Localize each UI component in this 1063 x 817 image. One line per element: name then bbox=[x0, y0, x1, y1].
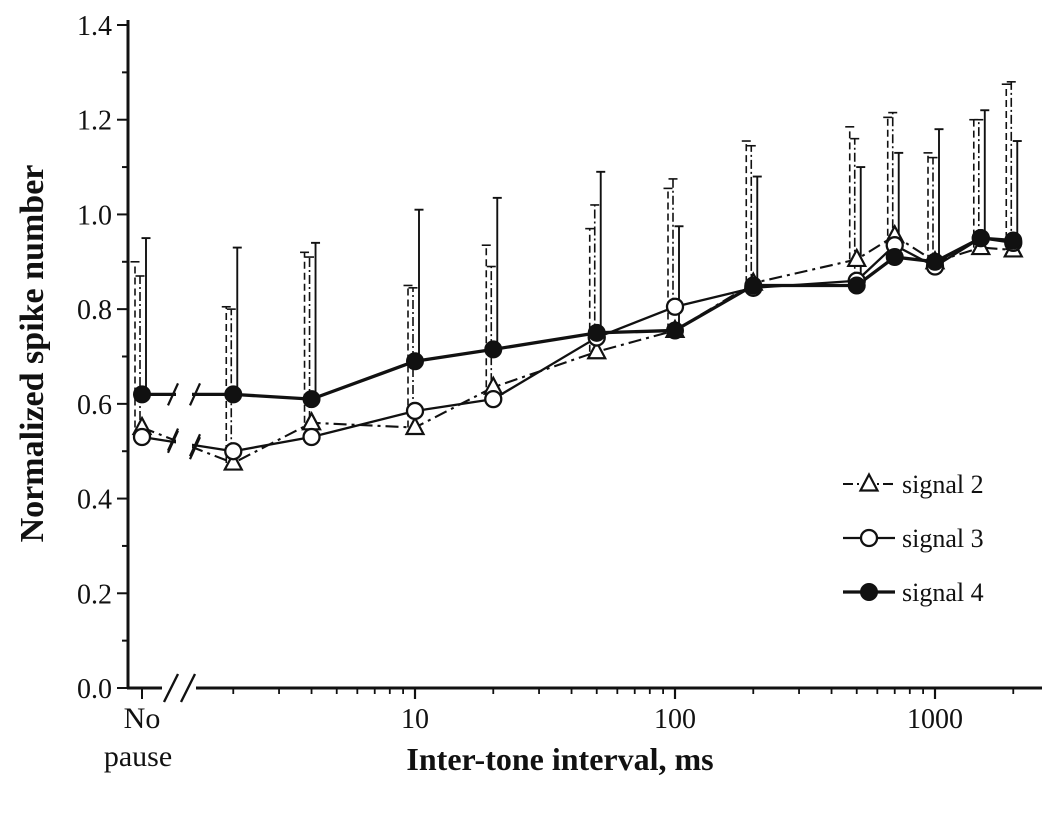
y-tick-label: 1.2 bbox=[77, 106, 112, 137]
y-tick-label: 0.6 bbox=[77, 390, 112, 421]
y-tick-label: 1.0 bbox=[77, 200, 112, 231]
x-tick-label: 1000 bbox=[907, 704, 963, 735]
x-tick-label: 100 bbox=[654, 704, 696, 735]
series-break-slash bbox=[188, 433, 202, 457]
x-tick-label: 10 bbox=[401, 704, 429, 735]
axis-break-slash bbox=[179, 673, 197, 703]
x-axis-title: Inter-tone interval, ms bbox=[406, 741, 714, 777]
series-markers-signal-4 bbox=[133, 229, 1023, 409]
series-break-slash bbox=[188, 436, 202, 460]
legend-entry-label: signal 4 bbox=[902, 578, 984, 607]
y-axis-ticks: 0.0 0.2 0.4 0.6 0.8 1.0 1.2 1.4 bbox=[77, 11, 128, 705]
y-axis-title: Normalized spike number bbox=[14, 164, 51, 543]
no-pause-label-line: No bbox=[124, 702, 161, 735]
y-tick-label: 1.4 bbox=[77, 11, 112, 42]
series-markers-signal-3 bbox=[132, 228, 1023, 461]
series-break-slash bbox=[166, 382, 180, 406]
series-line-signal-4 bbox=[142, 236, 1014, 401]
no-pause-label-line: pause bbox=[104, 740, 172, 773]
error-bars-signal-2 bbox=[130, 83, 1011, 464]
legend-entry-signal-3: signal 3 bbox=[843, 524, 984, 553]
legend: signal 2 signal 3 signal 4 bbox=[843, 470, 984, 607]
legend-entry-signal-4: signal 4 bbox=[843, 578, 984, 607]
series-break-slash bbox=[188, 382, 202, 406]
y-tick-label: 0.4 bbox=[77, 485, 112, 516]
error-bars-signal-4 bbox=[141, 109, 1022, 400]
y-tick-label: 0.8 bbox=[77, 295, 112, 326]
legend-entry-signal-2: signal 2 bbox=[843, 470, 984, 499]
axis-break bbox=[162, 360, 202, 703]
series-break-slash bbox=[166, 430, 180, 454]
no-pause-label: No pause bbox=[104, 702, 172, 773]
legend-entry-label: signal 3 bbox=[902, 524, 984, 553]
series-line-signal-3 bbox=[141, 236, 1014, 453]
y-tick-label: 0.0 bbox=[77, 674, 112, 705]
legend-entry-label: signal 2 bbox=[902, 470, 984, 499]
y-tick-label: 0.2 bbox=[77, 579, 112, 610]
axis-break-slash bbox=[162, 673, 180, 703]
error-bars-signal-3 bbox=[135, 81, 1016, 452]
x-axis-ticks: 10 100 1000 bbox=[141, 688, 1015, 735]
